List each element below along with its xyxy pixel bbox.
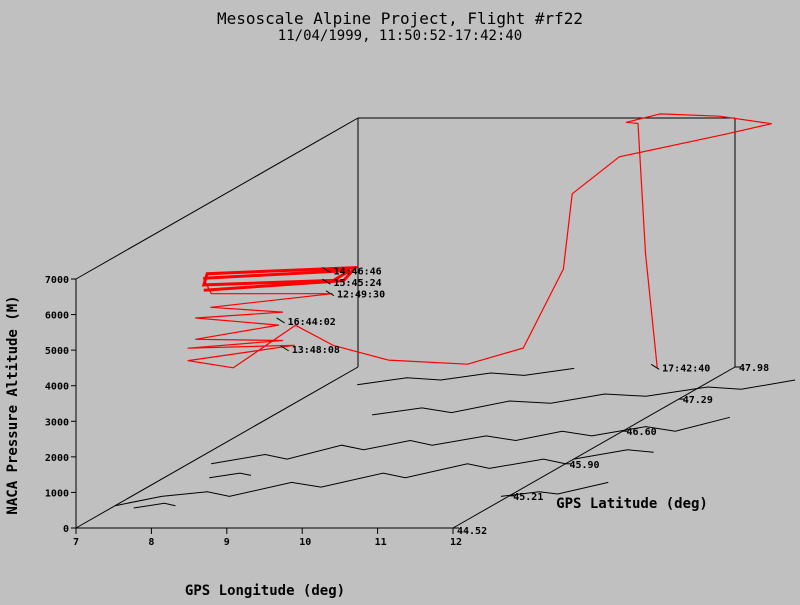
x-tick-label: 7 bbox=[73, 537, 79, 548]
z-tick-label: 3000 bbox=[45, 417, 69, 428]
coastline-segment bbox=[573, 449, 654, 460]
annotation-marker bbox=[322, 267, 331, 273]
annotation-marker bbox=[325, 290, 335, 297]
top-left-edge bbox=[75, 117, 359, 280]
x-tick-label: 8 bbox=[148, 537, 154, 548]
chart-subtitle: 11/04/1999, 11:50:52-17:42:40 bbox=[278, 28, 522, 44]
z-axis-label: NACA Pressure Altitude (M) bbox=[5, 295, 21, 514]
x-tick-label: 12 bbox=[450, 537, 462, 548]
time-annotation: 12:49:30 bbox=[337, 290, 385, 301]
y-tick-label: 44.52 bbox=[457, 526, 487, 537]
y-tick-label: 47.29 bbox=[683, 395, 713, 406]
time-annotation: 15:45:24 bbox=[333, 278, 381, 289]
coastline-segment bbox=[209, 472, 252, 479]
y-axis-label: GPS Latitude (deg) bbox=[556, 496, 708, 512]
coastline-segment bbox=[211, 416, 731, 465]
y-tick-label: 45.21 bbox=[513, 492, 543, 503]
x-tick-label: 10 bbox=[299, 537, 311, 548]
annotation-marker bbox=[322, 278, 331, 285]
y-tick-label: 45.90 bbox=[569, 460, 599, 471]
annotation-marker bbox=[280, 345, 289, 352]
z-tick-label: 5000 bbox=[45, 346, 69, 357]
time-annotation: 16:44:02 bbox=[288, 317, 336, 328]
coastline-segment bbox=[500, 481, 609, 497]
z-tick-label: 0 bbox=[63, 524, 69, 535]
chart-title: Mesoscale Alpine Project, Flight #rf22 bbox=[217, 9, 583, 28]
time-annotation: 17:42:40 bbox=[662, 363, 710, 374]
x-tick-label: 9 bbox=[224, 537, 230, 548]
coastline-map bbox=[115, 367, 796, 509]
flight-track-line bbox=[187, 113, 773, 369]
z-tick-label: 7000 bbox=[45, 275, 69, 286]
y-tick-label: 46.60 bbox=[627, 427, 657, 438]
coastline-segment bbox=[115, 458, 566, 507]
z-tick-label: 4000 bbox=[45, 382, 69, 393]
x-tick-label: 11 bbox=[375, 537, 387, 548]
coastline-segment bbox=[133, 502, 176, 509]
time-annotation: 14:46:46 bbox=[333, 266, 381, 277]
y-axis-line bbox=[452, 366, 736, 529]
z-tick-label: 1000 bbox=[45, 488, 69, 499]
annotation-marker bbox=[276, 317, 285, 324]
coastline-segment bbox=[357, 367, 575, 386]
floor-back-left-edge bbox=[75, 366, 359, 529]
flight-track-racetrack bbox=[201, 266, 359, 292]
z-tick-label: 6000 bbox=[45, 311, 69, 322]
flight-track bbox=[187, 113, 773, 369]
coastline-segment bbox=[372, 379, 796, 416]
plot-box bbox=[75, 117, 736, 529]
time-annotation: 13:48:08 bbox=[292, 345, 340, 356]
z-tick-label: 2000 bbox=[45, 453, 69, 464]
x-axis-label: GPS Longitude (deg) bbox=[185, 583, 345, 599]
y-tick-label: 47.98 bbox=[739, 363, 769, 374]
annotation-marker bbox=[650, 363, 660, 370]
